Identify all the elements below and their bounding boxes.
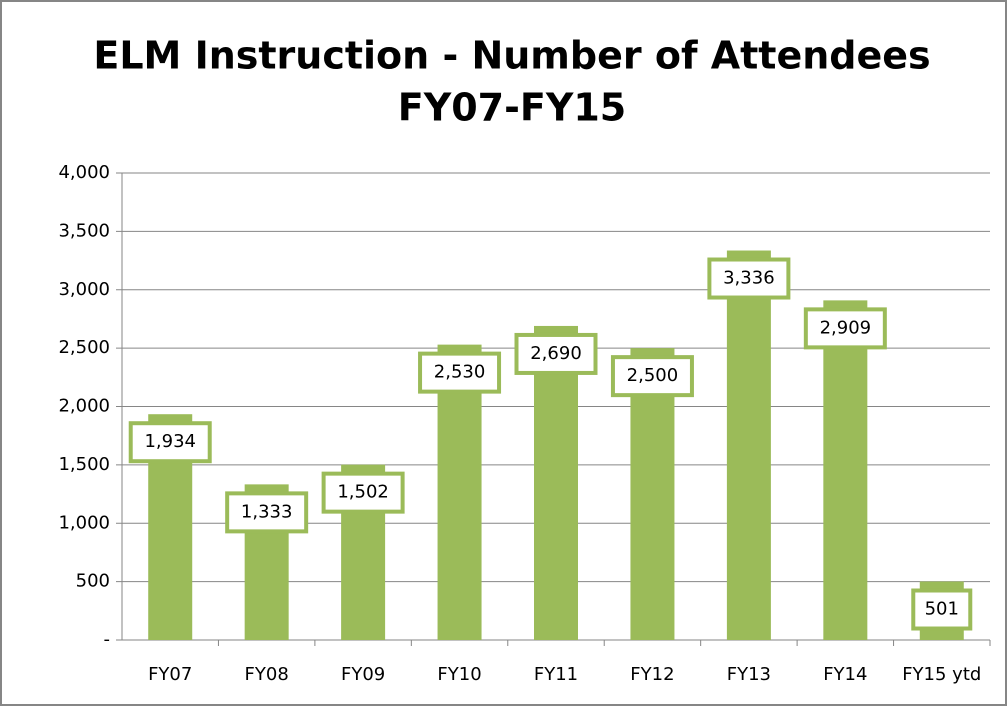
data-label-box [418, 351, 502, 394]
data-label: 2,530 [434, 362, 486, 383]
chart-title: ELM Instruction - Number of Attendees [93, 34, 930, 78]
data-label: 1,934 [144, 431, 196, 452]
data-label-box [803, 307, 887, 350]
x-tick-label: FY12 [630, 664, 674, 685]
y-tick-label: 2,500 [58, 337, 110, 358]
data-label-box [610, 355, 694, 398]
y-tick-label: 2,000 [58, 396, 110, 417]
y-tick-label: 500 [76, 571, 110, 592]
x-tick-label: FY08 [245, 664, 289, 685]
x-tick-label: FY11 [534, 664, 578, 685]
data-label-box [707, 257, 791, 300]
bar [823, 300, 868, 640]
x-tick-label: FY13 [727, 664, 771, 685]
bar [534, 325, 578, 640]
y-tick-label: 3,000 [58, 279, 110, 300]
y-tick-label: - [104, 629, 111, 650]
x-tick-label: FY14 [823, 664, 867, 685]
data-label: 2,909 [820, 317, 872, 338]
data-label-box [911, 588, 973, 631]
bar [726, 250, 771, 640]
x-tick-label: FY09 [341, 664, 385, 685]
chart-title: FY07-FY15 [398, 86, 626, 130]
data-label: 2,690 [530, 343, 582, 364]
y-tick-label: 3,500 [58, 220, 110, 241]
bar [437, 344, 482, 640]
x-tick-label: FY15 ytd [902, 664, 981, 685]
y-tick-label: 1,500 [58, 454, 110, 475]
data-label: 3,336 [723, 268, 775, 289]
data-label-box [514, 332, 598, 375]
data-label-box [321, 471, 405, 514]
data-label: 1,502 [337, 482, 389, 503]
data-label: 501 [925, 599, 959, 620]
data-label-box [225, 491, 309, 534]
x-tick-label: FY07 [148, 664, 192, 685]
x-tick-label: FY10 [437, 664, 481, 685]
data-label: 2,500 [627, 365, 679, 386]
y-tick-label: 4,000 [58, 162, 110, 183]
data-label: 1,333 [241, 501, 293, 522]
y-tick-label: 1,000 [58, 512, 110, 533]
data-label-box [128, 421, 212, 464]
